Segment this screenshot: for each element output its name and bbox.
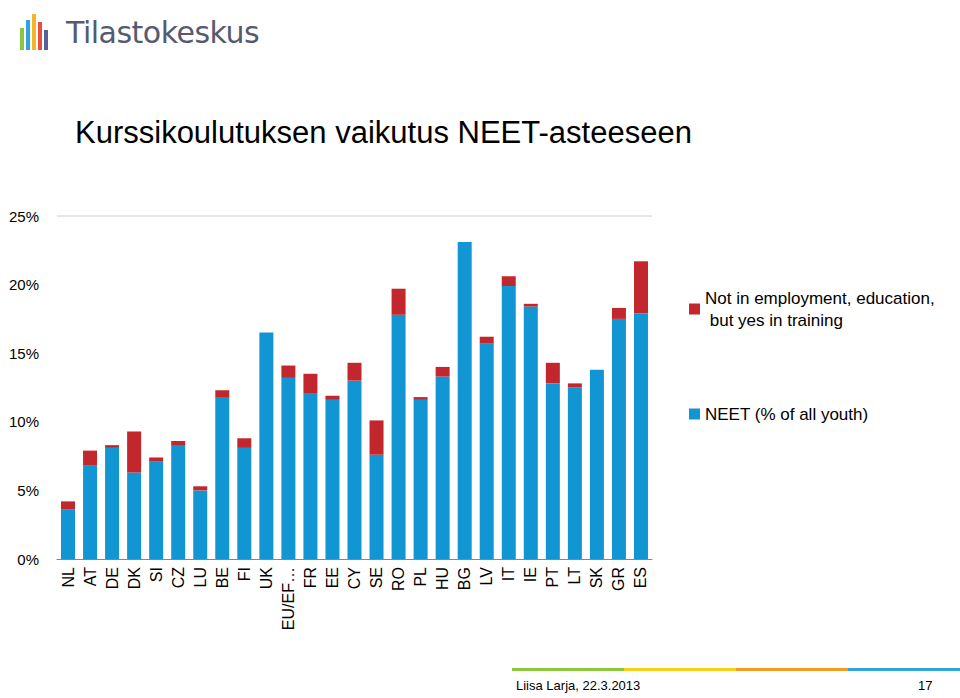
svg-text:UK: UK — [258, 567, 275, 590]
svg-text:Kurssikoulutuksen vaikutus NEE: Kurssikoulutuksen vaikutus NEET-asteesee… — [75, 115, 692, 150]
html-text:Liisa Larja, 22.3.2013: Liisa Larja, 22.3.2013 — [516, 678, 641, 693]
svg-text:FR: FR — [302, 567, 319, 588]
svg-text:CZ: CZ — [170, 567, 187, 589]
svg-text:GR: GR — [610, 567, 627, 591]
svg-text:PL: PL — [412, 567, 429, 587]
svg-text:LT: LT — [566, 567, 583, 585]
svg-text:BG: BG — [456, 567, 473, 590]
svg-text:SK: SK — [588, 567, 605, 589]
svg-text:RO: RO — [390, 567, 407, 591]
svg-text:PT: PT — [544, 567, 561, 588]
svg-text:SE: SE — [368, 567, 385, 588]
html-text:Tilastokeskus: Tilastokeskus — [66, 14, 260, 50]
svg-text:ES: ES — [632, 567, 649, 588]
svg-text:10%: 10% — [9, 413, 39, 430]
svg-text:0%: 0% — [17, 551, 39, 568]
svg-text:FI: FI — [236, 567, 253, 581]
html-text:17: 17 — [918, 678, 933, 693]
svg-text:5%: 5% — [17, 482, 39, 499]
svg-text:NL: NL — [60, 567, 77, 588]
svg-text:EU/EF…: EU/EF… — [280, 567, 297, 630]
svg-text:BE: BE — [214, 567, 231, 588]
svg-text:LV: LV — [478, 567, 495, 586]
svg-text:15%: 15% — [9, 345, 39, 362]
svg-text:CY: CY — [346, 567, 363, 590]
svg-text:HU: HU — [434, 567, 451, 590]
svg-text:DE: DE — [104, 567, 121, 589]
svg-text:DK: DK — [126, 567, 143, 590]
svg-text:20%: 20% — [9, 276, 39, 293]
svg-text:LU: LU — [192, 567, 209, 587]
svg-text:EE: EE — [324, 567, 341, 588]
svg-text:IT: IT — [500, 567, 517, 581]
svg-text:AT: AT — [82, 567, 99, 586]
svg-text:SI: SI — [148, 567, 165, 582]
svg-text:IE: IE — [522, 567, 539, 582]
svg-text:but yes in training: but yes in training — [705, 311, 843, 330]
svg-text:Not in employment, education,: Not in employment, education, — [705, 289, 935, 308]
svg-text:25%: 25% — [9, 208, 39, 225]
svg-text:NEET (% of all youth): NEET (% of all youth) — [705, 405, 868, 424]
